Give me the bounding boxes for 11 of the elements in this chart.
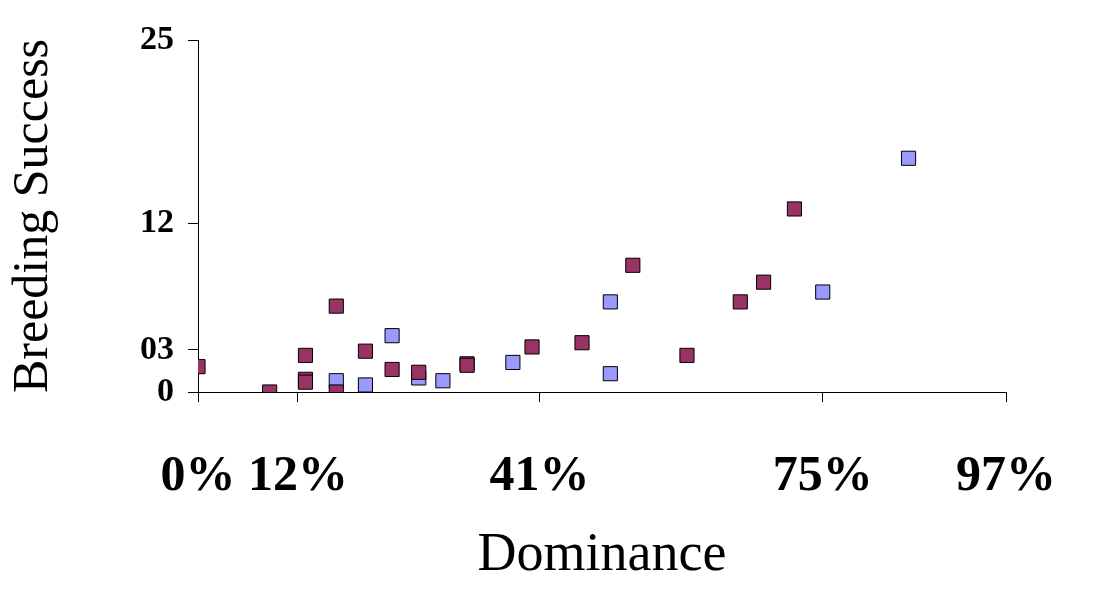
x-tick-label: 12% xyxy=(247,444,348,501)
y-tick-label: 12 xyxy=(140,201,174,239)
y-tick-label: 0 xyxy=(157,370,174,408)
y-tick-label: 25 xyxy=(140,18,174,56)
y-tick-label: 03 xyxy=(140,328,174,366)
y-axis-title: Breeding Success xyxy=(2,38,59,394)
x-axis-title: Dominance xyxy=(477,521,727,582)
x-tick-label: 97% xyxy=(956,444,1056,501)
x-tick-label: 0% xyxy=(160,444,236,501)
x-tick-label: 41% xyxy=(489,444,590,501)
x-tick-label: 75% xyxy=(772,444,873,501)
